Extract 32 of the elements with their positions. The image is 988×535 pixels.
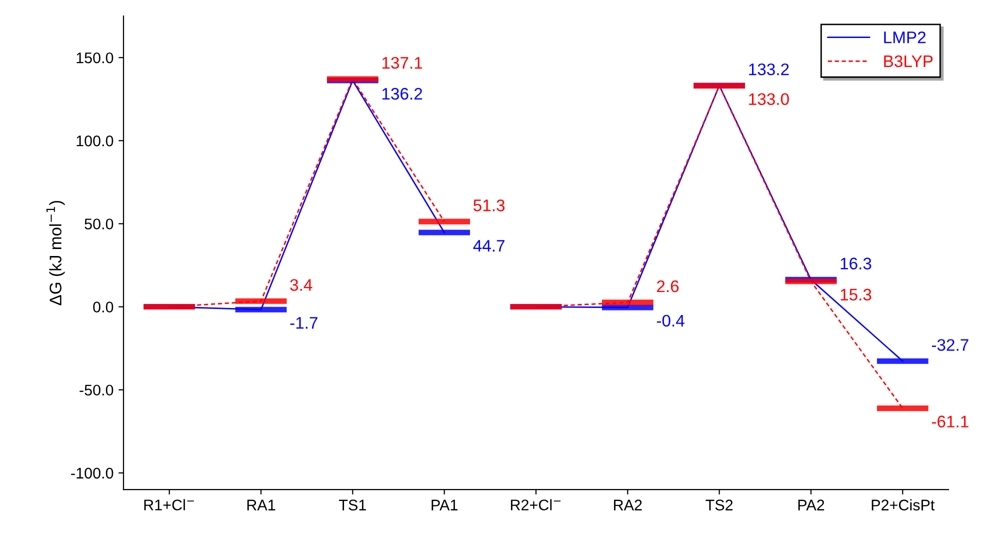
- y-tick-label: 0.0: [93, 302, 114, 312]
- y-tick-label: 150.0: [76, 52, 114, 64]
- x-tick-label: RA1: [247, 500, 276, 510]
- y-tick-label: 100.0: [76, 136, 114, 146]
- data-label: 133.2: [749, 63, 789, 76]
- x-tick-label: R2+Cl$^{−}$: [510, 499, 561, 510]
- x-tick-label: R1+Cl$^{−}$: [144, 499, 194, 510]
- data-label: 137.1: [382, 56, 422, 69]
- x-tick-label: P2+CisPt: [872, 499, 935, 510]
- data-label: 15.3: [840, 288, 872, 301]
- x-tick-label: TS1: [338, 500, 366, 510]
- y-axis-title: ΔG (kJ mol$^{−1}$): [46, 200, 65, 306]
- data-label: -32.7: [932, 339, 968, 351]
- data-label: -1.7: [290, 317, 318, 329]
- data-label: -61.1: [932, 416, 968, 428]
- y-tick-label: -100.0: [71, 468, 114, 479]
- x-tick-label: TS2: [706, 500, 733, 510]
- data-label: -0.4: [656, 314, 684, 327]
- data-label: 16.3: [840, 258, 872, 270]
- data-label: 136.2: [382, 88, 422, 100]
- x-tick-label: PA1: [432, 500, 458, 510]
- data-label: 51.3: [474, 200, 505, 212]
- x-tick-label: PA2: [798, 500, 824, 510]
- data-label: 2.6: [657, 280, 679, 292]
- data-label: 3.4: [290, 279, 312, 291]
- legend-label: B3LYP: [884, 55, 933, 68]
- y-tick-label: -50.0: [80, 384, 114, 396]
- x-tick-label: RA2: [614, 500, 642, 510]
- legend-label: LMP2: [884, 31, 926, 44]
- y-tick-label: 50.0: [84, 218, 114, 230]
- data-label: 133.0: [749, 93, 789, 106]
- data-label: 44.7: [473, 240, 504, 252]
